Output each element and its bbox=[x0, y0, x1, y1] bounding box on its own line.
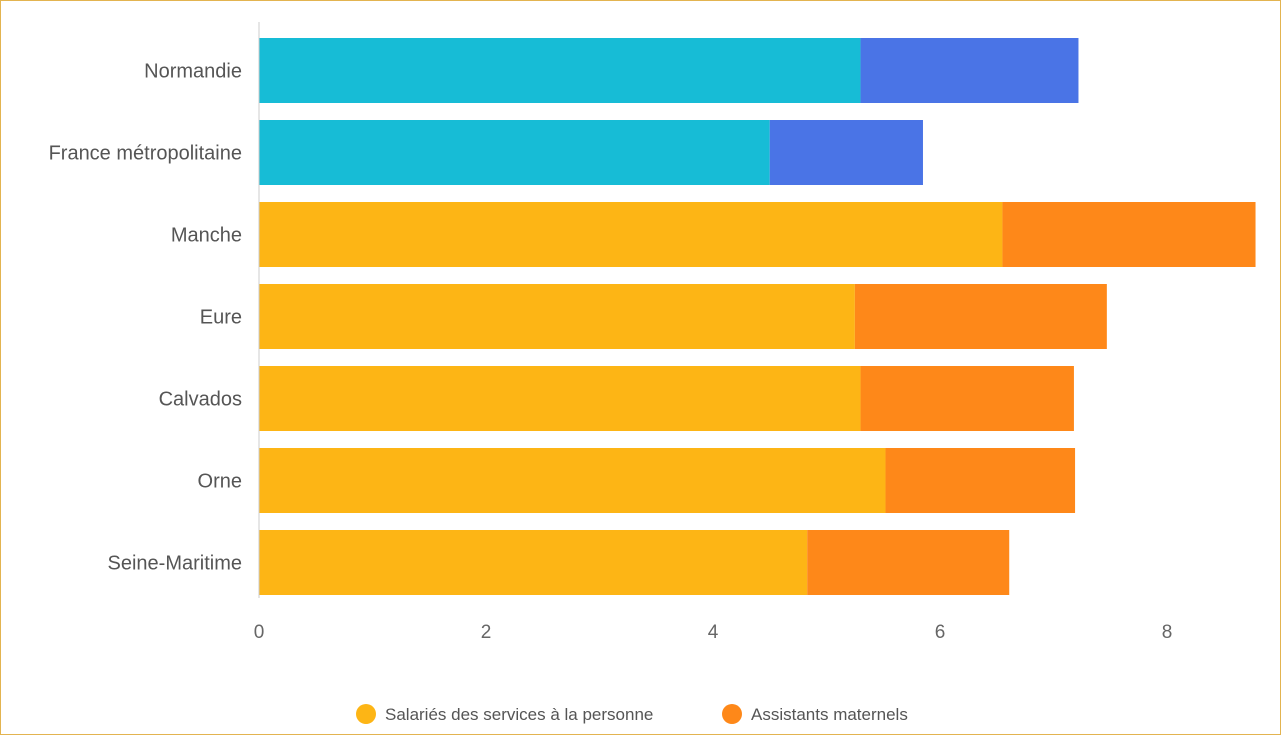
legend-label: Assistants maternels bbox=[751, 705, 908, 724]
category-label: Orne bbox=[198, 471, 242, 493]
category-label: France métropolitaine bbox=[49, 143, 242, 165]
bar-segment-primary[interactable] bbox=[259, 284, 855, 349]
category-label: Normandie bbox=[144, 61, 242, 83]
category-label: Eure bbox=[200, 307, 242, 329]
x-tick-label: 2 bbox=[481, 622, 492, 643]
bar-segment-secondary[interactable] bbox=[807, 530, 1010, 595]
x-tick-label: 6 bbox=[935, 622, 946, 643]
category-label: Calvados bbox=[159, 389, 242, 411]
legend-marker bbox=[356, 704, 376, 724]
bar-segment-primary[interactable] bbox=[259, 448, 886, 513]
x-tick-label: 4 bbox=[708, 622, 719, 643]
bar-segment-primary[interactable] bbox=[259, 120, 770, 185]
legend-label: Salariés des services à la personne bbox=[385, 705, 653, 724]
bar-segment-secondary[interactable] bbox=[885, 448, 1076, 513]
bar-segment-primary[interactable] bbox=[259, 530, 808, 595]
bar-segment-secondary[interactable] bbox=[854, 284, 1107, 349]
bar-segment-primary[interactable] bbox=[259, 38, 861, 103]
bar-segment-secondary[interactable] bbox=[860, 38, 1079, 103]
bar-segment-secondary[interactable] bbox=[1002, 202, 1256, 267]
x-tick-label: 0 bbox=[254, 622, 265, 643]
bar-segment-primary[interactable] bbox=[259, 202, 1003, 267]
bar-segment-secondary[interactable] bbox=[769, 120, 923, 185]
bar-segment-primary[interactable] bbox=[259, 366, 861, 431]
bar-segment-secondary[interactable] bbox=[860, 366, 1074, 431]
x-tick-label: 8 bbox=[1162, 622, 1173, 643]
category-label: Seine-Maritime bbox=[108, 553, 242, 575]
legend-marker bbox=[722, 704, 742, 724]
category-label: Manche bbox=[171, 225, 242, 247]
